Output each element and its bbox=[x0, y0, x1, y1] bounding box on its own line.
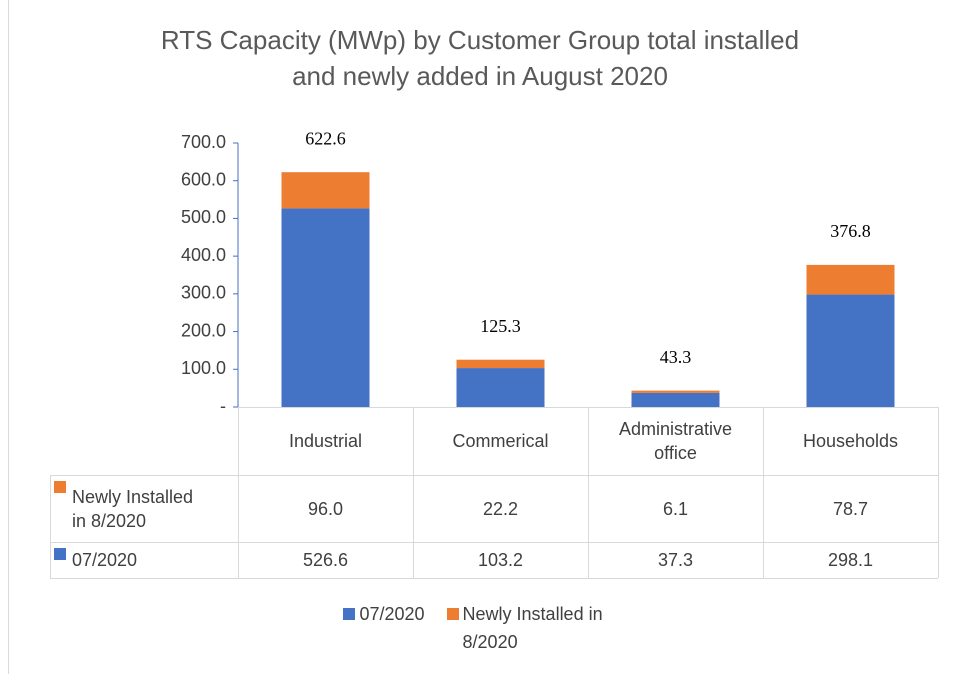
table-border bbox=[413, 407, 414, 578]
y-tick-label: 700.0 bbox=[181, 132, 226, 152]
table-value: 78.7 bbox=[832, 498, 869, 519]
frame bbox=[8, 0, 9, 674]
table-row-label: 07/2020 bbox=[54, 542, 234, 578]
total-label: 125.3 bbox=[480, 316, 521, 336]
y-tick-label: - bbox=[220, 396, 226, 416]
category-label: Households bbox=[802, 431, 899, 451]
legend-swatch bbox=[343, 608, 356, 620]
legend-label: 07/2020 bbox=[359, 604, 425, 624]
category-label: Industrial bbox=[288, 431, 363, 451]
table-border bbox=[588, 407, 589, 578]
legend-swatch bbox=[446, 608, 459, 620]
table-border bbox=[50, 542, 938, 543]
bar-segment bbox=[456, 359, 545, 369]
bar-segment bbox=[456, 368, 545, 407]
table-value: 37.3 bbox=[657, 550, 694, 570]
legend-item: 07/2020 bbox=[343, 600, 425, 656]
table-border bbox=[50, 578, 938, 579]
table-value: 6.1 bbox=[662, 498, 689, 519]
chart-title: RTS Capacity (MWp) by Customer Group tot… bbox=[160, 25, 800, 91]
legend-label: Newly Installed in 8/2020 bbox=[462, 604, 603, 652]
series-name: 07/2020 bbox=[72, 550, 138, 570]
table-border bbox=[763, 407, 764, 578]
total-label: 43.3 bbox=[660, 347, 692, 367]
series-name: Newly Installed in 8/2020 bbox=[72, 486, 194, 531]
bar-segment bbox=[281, 172, 370, 209]
table-border bbox=[50, 475, 938, 476]
total-label: 376.8 bbox=[830, 221, 871, 241]
table-value: 103.2 bbox=[477, 550, 524, 570]
table-value: 96.0 bbox=[307, 498, 344, 519]
table-value: 526.6 bbox=[302, 550, 349, 570]
total-label: 622.6 bbox=[305, 128, 346, 148]
table-border bbox=[238, 407, 239, 578]
legend-swatch bbox=[54, 481, 66, 493]
table-border bbox=[938, 407, 939, 578]
category-label: Commerical bbox=[452, 431, 549, 451]
legend: 07/2020 Newly Installed in 8/2020 bbox=[0, 600, 956, 656]
y-tick-label: 100.0 bbox=[181, 358, 226, 378]
y-tick-label: 300.0 bbox=[181, 283, 226, 303]
y-tick-label: 200.0 bbox=[181, 320, 226, 340]
bar-segment bbox=[631, 392, 720, 407]
table-value: 22.2 bbox=[482, 498, 519, 519]
table-border bbox=[50, 475, 51, 578]
legend-swatch bbox=[54, 548, 66, 560]
y-tick-label: 400.0 bbox=[181, 245, 226, 265]
y-tick-label: 500.0 bbox=[181, 207, 226, 227]
category-label: Administrative office bbox=[618, 419, 733, 463]
y-tick-label: 600.0 bbox=[181, 169, 226, 189]
bar-segment bbox=[281, 208, 370, 407]
bar-segment bbox=[631, 390, 720, 393]
table-row-label: Newly Installed in 8/2020 bbox=[54, 475, 234, 542]
table-value: 298.1 bbox=[827, 550, 874, 570]
bar-segment bbox=[806, 264, 895, 295]
bar-segment bbox=[806, 294, 895, 407]
legend-item: Newly Installed in 8/2020 bbox=[446, 600, 613, 656]
